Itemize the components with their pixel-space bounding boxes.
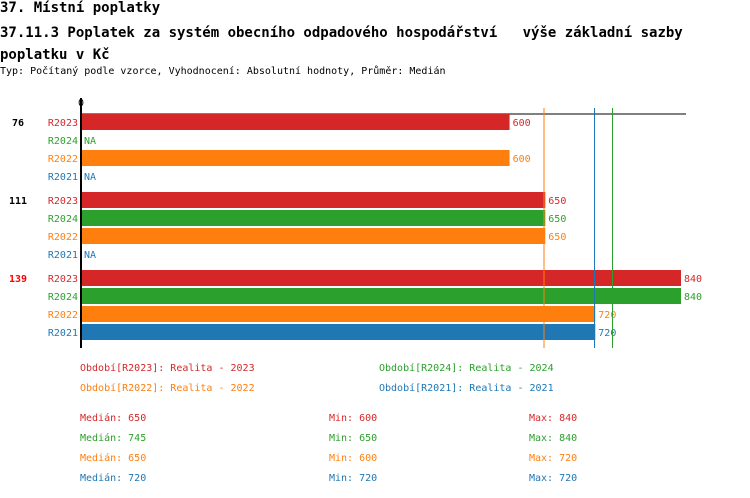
bar-value-label: 650 — [548, 232, 566, 243]
bar-value-label: 650 — [548, 196, 566, 207]
series-label: R2021 — [48, 250, 78, 261]
stat-max: Max: 720 — [529, 453, 578, 464]
bar — [81, 324, 596, 340]
bar — [81, 150, 510, 166]
stat-median: Medián: 720 — [80, 473, 147, 484]
page-title: 37. Místní poplatky — [0, 0, 161, 16]
bar-chart: 076R2023600R2024NAR2022600R2021NA111R202… — [9, 98, 702, 348]
legend-item: Období[R2022]: Realita - 2022 — [80, 383, 255, 394]
stat-max: Max: 840 — [529, 413, 578, 424]
bar-value-label: 840 — [684, 292, 702, 303]
stat-median: Medián: 650 — [80, 413, 147, 424]
stat-max: Max: 840 — [529, 433, 578, 444]
series-label: R2022 — [48, 154, 78, 165]
stat-max: Max: 720 — [529, 473, 578, 484]
stat-median: Medián: 650 — [80, 453, 147, 464]
legend-item: Období[R2021]: Realita - 2021 — [379, 383, 554, 394]
legend-item: Období[R2024]: Realita - 2024 — [379, 363, 554, 374]
chart-title: 37.11.3 Poplatek za systém obecního odpa… — [0, 25, 692, 63]
series-label: R2023 — [48, 274, 78, 285]
stat-min: Min: 650 — [329, 433, 378, 444]
stat-min: Min: 600 — [329, 453, 378, 464]
series-label: R2021 — [48, 172, 78, 183]
group-label: 139 — [9, 274, 27, 285]
bar-value-label: 600 — [513, 154, 531, 165]
group-label: 76 — [12, 118, 24, 129]
bar-value-label: 600 — [513, 118, 531, 129]
series-label: R2021 — [48, 328, 78, 339]
bar-value-label: 650 — [548, 214, 566, 225]
group-label: 111 — [9, 196, 27, 207]
bar — [81, 306, 596, 322]
bar — [81, 288, 681, 304]
series-label: R2022 — [48, 232, 78, 243]
stat-median: Medián: 745 — [80, 433, 147, 444]
series-label: R2024 — [48, 292, 78, 303]
series-label: R2024 — [48, 214, 78, 225]
series-label: R2024 — [48, 136, 78, 147]
bar-value-label: NA — [84, 136, 96, 147]
bar — [81, 192, 546, 208]
bar — [81, 270, 681, 286]
series-label: R2022 — [48, 310, 78, 321]
bar-value-label: NA — [84, 172, 96, 183]
bar — [81, 114, 510, 130]
bar-value-label: 840 — [684, 274, 702, 285]
stat-min: Min: 720 — [329, 473, 378, 484]
bar-value-label: 720 — [598, 310, 616, 321]
chart-info: Typ: Počítaný podle vzorce, Vyhodnocení:… — [0, 66, 446, 77]
bar-value-label: NA — [84, 250, 96, 261]
legend-item: Období[R2023]: Realita - 2023 — [80, 363, 255, 374]
stat-min: Min: 600 — [329, 413, 378, 424]
series-label: R2023 — [48, 196, 78, 207]
bar-value-label: 720 — [598, 328, 616, 339]
bar — [81, 228, 546, 244]
bar — [81, 210, 546, 226]
series-label: R2023 — [48, 118, 78, 129]
